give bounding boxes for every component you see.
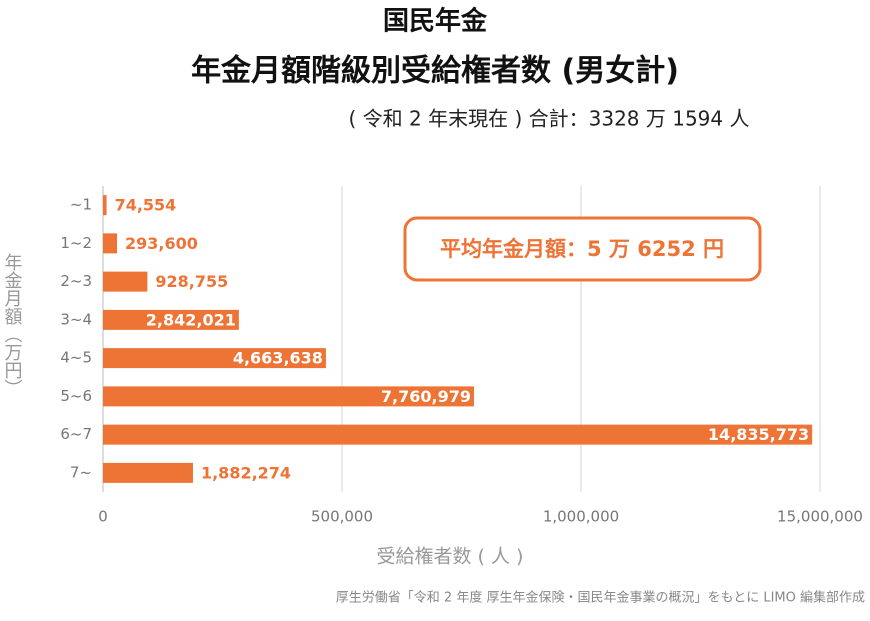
annotation-box — [403, 216, 762, 282]
bar — [103, 424, 813, 445]
bar — [103, 309, 239, 330]
chart-subtitle: 年金月額階級別受給権者数 (男女計) — [191, 54, 679, 89]
x-tick-label: 0 — [98, 508, 108, 526]
bar — [103, 462, 193, 483]
value-label: 4,663,638 — [233, 349, 323, 368]
value-label: 293,600 — [125, 234, 198, 253]
chart-note: ( 令和 2 年末現在 ) 合計：3328 万 1594 人 — [349, 107, 750, 131]
x-tick-label: 1,000,000 — [543, 508, 619, 526]
bar — [103, 348, 326, 369]
value-label: 2,842,021 — [146, 310, 236, 329]
x-tick-label: 15,000,000 — [777, 508, 863, 526]
y-tick-label: 5~6 — [60, 387, 92, 405]
value-label: 14,835,773 — [708, 425, 809, 444]
y-tick-label: 2~3 — [60, 272, 92, 290]
chart-title: 国民年金 — [383, 6, 488, 37]
y-tick-label: 3~4 — [60, 310, 92, 328]
value-label: 928,755 — [155, 272, 228, 291]
y-tick-label: 1~2 — [60, 234, 92, 252]
y-axis-label: 年金月額（万円） — [2, 253, 23, 397]
bar — [103, 386, 474, 407]
y-tick-label: ~1 — [70, 196, 92, 214]
value-label: 1,882,274 — [201, 463, 291, 482]
bar — [103, 195, 107, 216]
bar — [103, 233, 118, 254]
y-tick-label: 4~5 — [60, 349, 92, 367]
annotation: 平均年金月額：5 万 6252 円 — [440, 237, 724, 261]
x-axis-label: 受給権者数 ( 人 ) — [377, 546, 524, 568]
y-tick-label: 7~ — [70, 463, 92, 481]
value-label: 7,760,979 — [381, 387, 471, 406]
source: 厚生労働省「令和 2 年度 厚生年金保険・国民年金事業の概況」をもとに LIMO… — [336, 590, 865, 606]
y-tick-label: 6~7 — [60, 425, 92, 443]
bar — [103, 271, 148, 292]
x-tick-label: 500,000 — [311, 508, 373, 526]
value-label: 74,554 — [115, 196, 177, 215]
